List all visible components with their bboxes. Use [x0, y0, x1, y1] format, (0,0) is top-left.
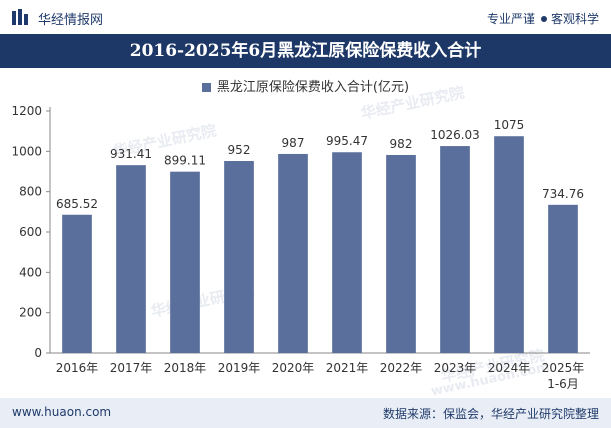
x-tick-label: 2016年: [56, 361, 99, 375]
x-tick-label-line: 1-6月: [547, 377, 579, 391]
footer-source: 数据来源：保监会，华经产业研究院整理: [382, 407, 599, 421]
brand-logo-icon: [12, 9, 28, 25]
x-tick-label-line: 2018年: [164, 361, 207, 375]
slogan-dot-icon: [540, 16, 547, 22]
bar: [116, 165, 146, 353]
bar-chart: 0 200 400 600 800 1000 1200 685.52 2016年 931.41 20…: [11, 104, 590, 391]
x-tick-label-line: 2016年: [56, 361, 99, 375]
bar: [332, 152, 362, 353]
slogan: 专业严谨 客观科学: [487, 10, 599, 27]
bar: [494, 136, 524, 353]
x-tick-label: 2017年: [110, 361, 153, 375]
slogan-left: 专业严谨: [486, 12, 535, 26]
x-tick-label: 2025年 1-6月: [542, 361, 585, 391]
y-tick-label: 800: [19, 185, 42, 199]
bar-value-label: 952: [228, 143, 251, 157]
footer-site: www.huaon.com: [12, 405, 112, 419]
x-tick-label: 2022年: [380, 361, 423, 375]
bar: [386, 154, 416, 353]
y-tick-label: 600: [19, 225, 42, 239]
bar: [440, 146, 470, 353]
x-tick-label: 2023年: [434, 361, 477, 375]
bar-value-label: 899.11: [164, 154, 206, 168]
chart-title: 2016-2025年6月黑龙江原保险保费收入合计: [0, 34, 611, 68]
bar-value-label: 995.47: [326, 134, 368, 148]
bar-value-label: 1026.03: [430, 128, 480, 142]
x-tick-label: 2019年: [218, 361, 261, 375]
bar: [278, 153, 308, 353]
x-tick-label: 2020年: [272, 361, 315, 375]
brand-name: 华经情报网: [38, 13, 104, 28]
x-tick-label: 2021年: [326, 361, 369, 375]
x-tick-label: 2018年: [164, 361, 207, 375]
x-tick-label-line: 2021年: [326, 361, 369, 375]
footer-bar: www.huaon.com 数据来源：保监会，华经产业研究院整理: [0, 398, 611, 428]
x-tick-label: 2024年: [488, 361, 531, 375]
x-tick-label-line: 2020年: [272, 361, 315, 375]
bar-value-label: 685.52: [56, 197, 98, 211]
legend-label: 黑龙江原保险保费收入合计(亿元): [216, 80, 410, 95]
y-tick-label: 1200: [11, 104, 42, 118]
y-tick-label: 200: [19, 306, 42, 320]
chart-legend: 黑龙江原保险保费收入合计(亿元): [0, 76, 611, 95]
bar: [170, 171, 200, 353]
y-tick-label: 1000: [11, 144, 42, 158]
x-tick-label-line: 2023年: [434, 361, 477, 375]
x-tick-label-line: 2019年: [218, 361, 261, 375]
x-tick-label-line: 2017年: [110, 361, 153, 375]
bar-value-label: 734.76: [542, 187, 584, 201]
bar: [62, 214, 92, 353]
legend-swatch: [201, 83, 211, 92]
bar-value-label: 931.41: [110, 147, 152, 161]
y-tick-label: 0: [34, 346, 42, 360]
bar: [548, 204, 578, 353]
bar-value-label: 982: [390, 137, 413, 151]
bar: [224, 161, 254, 353]
top-bar: 华经情报网 专业严谨 客观科学: [0, 0, 611, 34]
y-tick-label: 400: [19, 265, 42, 279]
slogan-right: 客观科学: [550, 12, 599, 26]
bar-value-label: 987: [282, 136, 305, 150]
bar-value-label: 1075: [494, 118, 525, 132]
x-tick-label-line: 2025年: [542, 361, 585, 375]
x-tick-label-line: 2022年: [380, 361, 423, 375]
x-tick-label-line: 2024年: [488, 361, 531, 375]
